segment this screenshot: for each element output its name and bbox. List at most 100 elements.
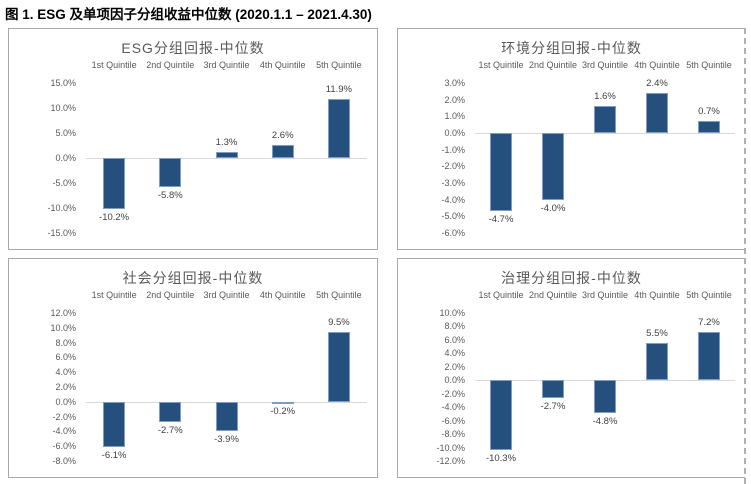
y-tick-label: 2.0% (55, 382, 76, 392)
bar-value-label: -10.2% (99, 212, 130, 223)
bar (594, 106, 616, 133)
bar-value-label: 0.7% (698, 106, 720, 118)
y-tick-label: -10.0% (47, 203, 76, 213)
category-label: 5th Quintile (316, 290, 362, 300)
category-label: 1st Quintile (478, 290, 524, 300)
category-label: 5th Quintile (316, 60, 362, 70)
category-label: 1st Quintile (478, 60, 524, 70)
category-label: 2nd Quintile (528, 60, 578, 70)
y-tick-label: 6.0% (55, 352, 76, 363)
y-tick-label: 4.0% (55, 367, 76, 378)
bar-value-label: 7.2% (698, 316, 720, 328)
figure-caption: 图 1. ESG 及单项因子分组收益中位数 (2020.1.1 – 2021.4… (5, 7, 372, 22)
bar-value-label: 2.6% (271, 130, 294, 141)
y-tick-label: -12.0% (436, 456, 465, 466)
bar (327, 331, 350, 402)
bar-value-label: -10.3% (485, 452, 517, 464)
y-tick-label: 5.0% (55, 128, 76, 138)
chart-panel-governance: 治理分组回报-中位数 1st Quintile 2nd Quintile 3rd Q… (397, 258, 745, 478)
bar-value-label: -3.9% (214, 433, 239, 445)
bar-value-label: 2.4% (646, 78, 668, 89)
bar (490, 380, 512, 450)
category-label: 3rd Quintile (203, 60, 250, 70)
y-tick-label: -8.0% (52, 456, 76, 466)
category-label: 5th Quintile (686, 60, 732, 70)
bar (698, 121, 720, 133)
y-tick-label: 12.0% (50, 308, 76, 318)
y-tick-label: -5.0% (52, 178, 76, 188)
bar-value-label: 1.6% (594, 91, 616, 103)
bar (542, 380, 564, 399)
y-tick-label: -4.0% (52, 426, 76, 437)
bar (103, 401, 126, 447)
y-tick-label: 2.0% (444, 94, 465, 105)
category-label: 4th Quintile (259, 290, 306, 300)
chart-title: 环境分组回报-中位数 (501, 40, 642, 56)
y-tick-label: 1.0% (444, 111, 465, 122)
category-label: 1st Quintile (91, 60, 137, 70)
category-label: 1st Quintile (91, 290, 137, 300)
category-label: 2nd Quintile (146, 290, 195, 300)
y-tick-label: -2.0% (52, 411, 76, 422)
chart-title: ESG分组回报-中位数 (121, 40, 265, 56)
y-tick-label: -8.0% (441, 429, 465, 440)
category-label: 4th Quintile (634, 290, 680, 300)
y-tick-label: 2.0% (444, 361, 465, 372)
bar-value-label: 11.9% (325, 83, 352, 95)
y-tick-label: 10.0% (50, 322, 76, 333)
bar-value-label: -2.7% (157, 424, 183, 436)
chart-panel-social: 社会分组回报-中位数 1st Quintile 2nd Quintile 3rd Q… (8, 258, 378, 478)
y-tick-label: -4.0% (441, 194, 465, 205)
y-tick-label: -10.0% (436, 442, 465, 453)
bar-value-label: -0.2% (270, 406, 296, 418)
y-tick-label: -3.0% (441, 178, 465, 188)
bar (646, 93, 668, 133)
bar (271, 401, 294, 404)
zero-axis-line (86, 158, 367, 159)
bar (159, 158, 182, 187)
y-tick-label: -6.0% (52, 441, 76, 452)
category-label: 4th Quintile (259, 60, 306, 70)
category-label: 2nd Quintile (528, 290, 578, 300)
y-tick-label: 10.0% (50, 103, 76, 113)
bar-value-label: -6.1% (101, 449, 127, 461)
y-tick-label: -15.0% (47, 228, 76, 238)
y-tick-label: 8.0% (444, 321, 465, 332)
bar-value-label: 1.3% (215, 136, 238, 148)
category-label: 2nd Quintile (146, 60, 195, 70)
category-label: 3rd Quintile (581, 60, 629, 70)
y-tick-label: 3.0% (444, 78, 465, 88)
category-label: 3rd Quintile (581, 290, 629, 300)
y-tick-label: -6.0% (441, 415, 465, 426)
y-tick-label: -5.0% (441, 211, 465, 222)
bar-value-label: -4.0% (540, 202, 566, 214)
bar-value-label: -4.8% (592, 415, 618, 427)
bar-value-label: 5.5% (646, 328, 668, 340)
y-tick-label: -6.0% (441, 228, 465, 238)
category-label: 3rd Quintile (203, 290, 250, 300)
y-tick-label: 10.0% (439, 308, 465, 318)
bar (215, 401, 238, 431)
bar-value-label: -4.7% (488, 214, 514, 226)
bar (103, 158, 126, 209)
bar (271, 145, 294, 158)
category-label: 4th Quintile (634, 60, 680, 70)
y-tick-label: -2.0% (441, 388, 465, 399)
bar (159, 401, 182, 422)
bar (327, 98, 350, 158)
category-label: 5th Quintile (686, 290, 732, 300)
chart-panel-environment: 环境分组回报-中位数 1st Quintile 2nd Quintile 3rd Q… (397, 28, 745, 250)
y-tick-label: 8.0% (55, 337, 76, 348)
y-tick-label: -1.0% (441, 144, 465, 155)
zero-axis-line (475, 133, 735, 134)
y-tick-label: 0.0% (55, 396, 76, 407)
bar (646, 343, 668, 381)
chart-panel-esg: ESG分组回报-中位数 1st Quintile 2nd Quintile 3rd … (8, 28, 378, 250)
y-tick-label: 4.0% (444, 348, 465, 359)
chart-title: 社会分组回报-中位数 (122, 270, 264, 286)
y-tick-label: 0.0% (444, 128, 465, 138)
bar (594, 380, 616, 413)
bar (215, 151, 238, 158)
bar (490, 133, 512, 212)
y-tick-label: 15.0% (50, 78, 76, 88)
